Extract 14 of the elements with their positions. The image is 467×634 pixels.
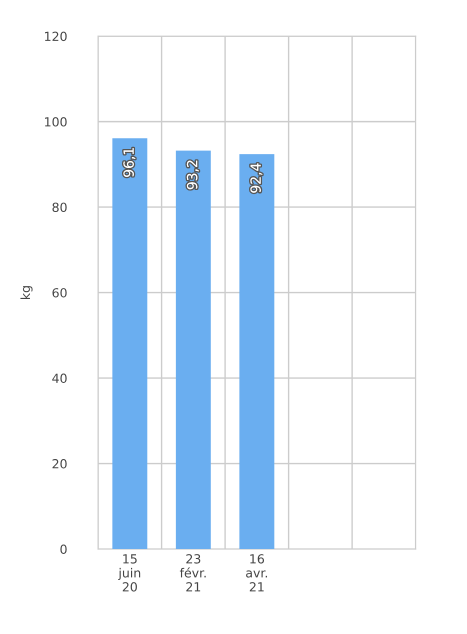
data-label: 92,4 [250, 163, 262, 193]
y-tick-label: 0 [60, 544, 67, 554]
data-label: 93,2 [186, 160, 199, 190]
y-axis-title: kg [20, 286, 33, 300]
x-tick-label: 23 févr. 21 [180, 554, 206, 592]
y-tick-label: 60 [52, 288, 67, 298]
x-tick-label: 16 avr. 21 [246, 554, 268, 592]
y-tick-label: 120 [45, 32, 67, 42]
y-tick-label: 80 [52, 202, 67, 212]
x-tick-label: 15 juin 20 [118, 554, 140, 592]
y-tick-label: 40 [52, 374, 67, 383]
data-label: 96,1 [123, 148, 136, 177]
y-tick-label: 20 [52, 459, 67, 468]
y-tick-label: 100 [45, 117, 67, 127]
